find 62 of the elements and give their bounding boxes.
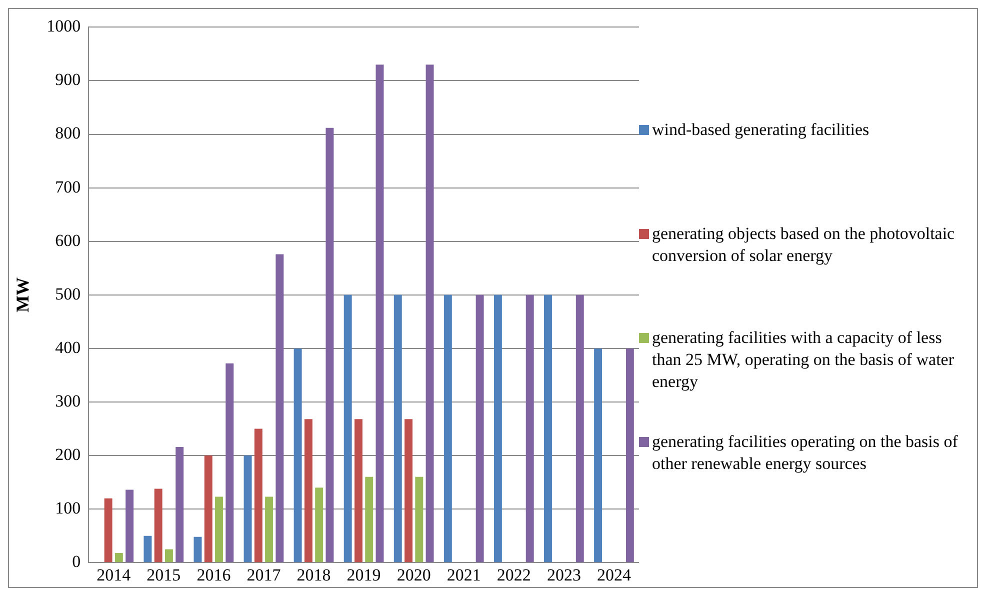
bar — [376, 64, 384, 562]
y-tick-label: 700 — [55, 177, 81, 196]
x-tick-label: 2016 — [196, 565, 231, 584]
bar — [104, 498, 112, 562]
bar — [194, 536, 202, 562]
bar — [276, 254, 284, 562]
legend-label: generating facilities with a capacity of less than 25 MW, operating on the basis of water energy — [652, 327, 955, 393]
bar — [294, 348, 302, 562]
y-tick-label: 0 — [72, 552, 81, 572]
y-axis-title: MW — [12, 277, 32, 312]
legend-label: wind-based generating facilities — [652, 119, 870, 141]
bar — [354, 419, 362, 562]
y-tick-label: 500 — [55, 284, 81, 304]
bar — [594, 348, 602, 562]
bar — [126, 490, 134, 562]
x-tick-label: 2015 — [146, 565, 181, 584]
x-tick-label: 2014 — [96, 565, 132, 584]
x-tick-label: 2019 — [346, 565, 381, 584]
bar — [415, 476, 424, 562]
bar — [154, 488, 162, 562]
x-tick-label: 2021 — [446, 565, 481, 584]
x-tick-label: 2024 — [596, 565, 632, 584]
bar — [244, 456, 252, 562]
bar — [254, 428, 262, 562]
bar — [526, 294, 534, 562]
bar — [114, 552, 123, 562]
bar — [394, 294, 402, 562]
bar — [326, 128, 334, 562]
bar — [494, 294, 502, 562]
bar — [204, 456, 212, 562]
bar — [404, 419, 413, 562]
bar — [176, 446, 184, 562]
x-tick-label: 2023 — [546, 565, 581, 584]
bar — [226, 363, 234, 562]
x-tick-label: 2017 — [246, 565, 282, 584]
bar — [315, 488, 324, 562]
y-tick-label: 400 — [55, 338, 81, 357]
x-tick-label: 2022 — [496, 565, 531, 584]
bar — [304, 419, 312, 562]
bar — [344, 294, 352, 562]
y-tick-label: 100 — [55, 498, 81, 518]
bar — [476, 294, 484, 562]
x-tick-label: 2018 — [296, 565, 331, 584]
bar — [215, 496, 223, 562]
bar — [265, 496, 274, 562]
y-tick-label: 300 — [55, 391, 81, 410]
x-tick-label: 2020 — [396, 565, 431, 584]
y-tick-label: 800 — [55, 124, 81, 143]
bar — [626, 348, 634, 562]
bar — [144, 536, 152, 562]
y-tick-label: 900 — [55, 70, 81, 90]
bar — [164, 549, 173, 562]
y-tick-label: 200 — [55, 444, 81, 464]
bar — [365, 476, 374, 562]
bar — [426, 64, 434, 562]
bar — [576, 294, 584, 562]
y-tick-label: 1000 — [46, 16, 81, 36]
legend-label: generating facilities operating on the basis of other renewable energy sources — [652, 431, 959, 475]
legend-label: generating objects based on the photovoltaic conversion of solar energy — [652, 223, 956, 267]
y-tick-label: 600 — [55, 230, 81, 250]
bar — [544, 294, 552, 562]
bar — [444, 294, 452, 562]
